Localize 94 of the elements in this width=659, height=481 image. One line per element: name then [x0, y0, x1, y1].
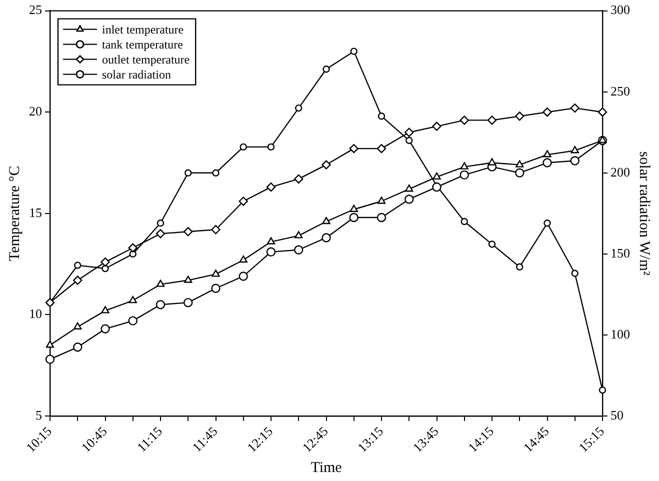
point	[266, 237, 276, 244]
point	[128, 296, 137, 304]
point	[239, 255, 248, 263]
y2-tick-label: 150	[610, 245, 630, 260]
point	[376, 144, 386, 154]
point	[294, 174, 304, 184]
point	[211, 284, 220, 293]
point	[432, 122, 442, 131]
y2-tick-label: 300	[610, 2, 630, 18]
point	[45, 354, 55, 364]
point	[405, 184, 414, 192]
point	[460, 170, 469, 180]
point	[74, 262, 82, 269]
point	[266, 182, 276, 192]
point	[432, 182, 442, 192]
point	[128, 316, 138, 326]
point	[212, 169, 220, 176]
point	[378, 112, 386, 120]
point	[238, 196, 248, 206]
point	[487, 116, 497, 125]
point	[598, 386, 606, 394]
point	[570, 103, 580, 113]
y2-tick-label: 100	[610, 326, 630, 342]
point	[404, 194, 414, 204]
point	[267, 143, 275, 151]
point	[460, 116, 469, 125]
point	[128, 243, 138, 252]
y2-axis-title: solar radiation W/m²	[636, 151, 652, 276]
point	[101, 306, 110, 314]
point	[460, 162, 468, 170]
point	[212, 270, 220, 277]
point	[322, 66, 330, 73]
legend-label: tank temperature	[102, 37, 183, 52]
point	[184, 276, 192, 283]
legend-label: solar radiation	[102, 67, 171, 82]
point	[156, 220, 164, 227]
point	[488, 158, 496, 166]
y-tick-label: 5	[36, 407, 42, 422]
y-tick-label: 20	[29, 104, 42, 119]
point	[432, 172, 441, 180]
point	[100, 324, 110, 334]
point	[544, 220, 551, 227]
legend-label: inlet temperature	[102, 22, 184, 36]
y2-tick-label: 50	[610, 407, 624, 422]
point	[240, 143, 247, 151]
point	[184, 169, 192, 176]
point	[266, 247, 276, 257]
point	[211, 225, 220, 234]
point	[350, 204, 358, 212]
point	[100, 257, 110, 267]
point	[184, 227, 193, 236]
point	[406, 136, 413, 144]
point	[543, 150, 552, 158]
point	[322, 216, 330, 224]
point	[322, 160, 331, 170]
point	[73, 342, 82, 352]
y-tick-label: 10	[29, 306, 42, 322]
point	[294, 245, 304, 254]
point	[349, 144, 358, 154]
point	[515, 168, 524, 178]
point	[460, 218, 468, 226]
point	[156, 229, 166, 238]
y-tick-label: 15	[29, 204, 42, 220]
point	[542, 108, 552, 117]
legend-label: outlet temperature	[102, 52, 190, 66]
point	[156, 300, 166, 310]
x-axis-title: Time	[310, 460, 342, 476]
point	[516, 160, 524, 168]
point	[515, 112, 524, 121]
point	[156, 280, 165, 287]
point	[542, 158, 552, 168]
y-axis-title: Temperature °C	[6, 166, 23, 262]
point	[294, 231, 303, 238]
point	[571, 270, 578, 277]
point	[322, 233, 331, 242]
y2-tick-label: 250	[610, 83, 630, 98]
point	[238, 272, 248, 281]
point	[404, 128, 414, 137]
point	[349, 212, 358, 222]
point	[350, 48, 358, 55]
point	[570, 156, 580, 166]
point	[598, 108, 608, 117]
y-tick-label: 25	[29, 2, 42, 18]
y2-tick-label: 200	[610, 164, 630, 180]
point	[184, 298, 193, 308]
point	[377, 196, 386, 204]
point	[376, 212, 386, 222]
point	[74, 322, 82, 330]
point	[73, 276, 82, 285]
point	[488, 240, 496, 248]
point	[516, 263, 524, 271]
point	[102, 264, 109, 272]
point	[295, 104, 302, 112]
point	[570, 146, 579, 154]
